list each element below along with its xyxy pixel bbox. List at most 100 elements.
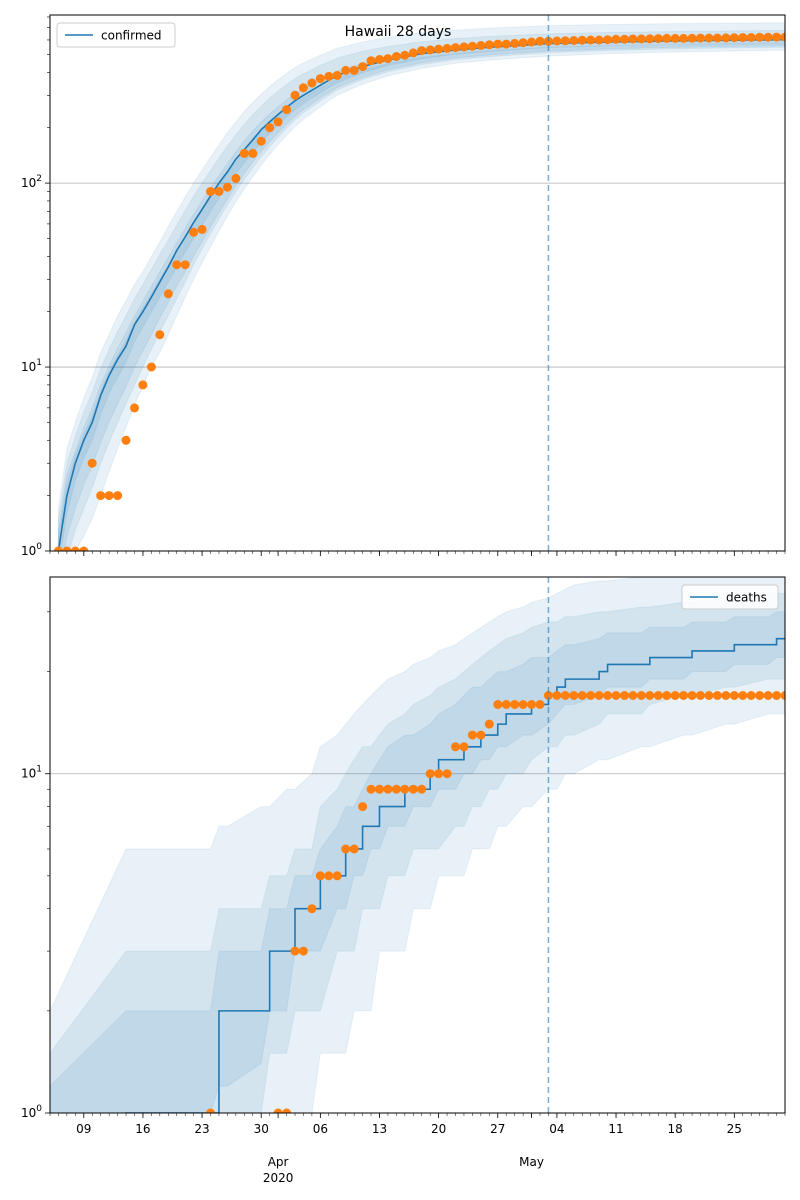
observed-point [282,105,292,115]
observed-point [332,871,342,881]
x-tick-label: 27 [490,1122,505,1136]
observed-point [543,691,553,700]
observed-point [366,784,376,794]
observed-point [417,784,427,794]
observed-point [298,946,308,956]
deaths-panel: 100 101 deaths [21,576,786,1120]
observed-point [408,48,418,58]
observed-point [712,691,722,700]
observed-point [636,34,646,44]
observed-point [662,33,672,43]
observed-point [273,117,283,127]
observed-point [636,691,646,700]
observed-point [704,691,714,700]
observed-point [772,32,782,42]
observed-point [577,35,587,45]
observed-point [163,289,173,299]
observed-point [586,691,596,700]
observed-point [501,39,511,49]
x-tick-label: 23 [194,1122,209,1136]
observed-point [746,33,756,42]
observed-point [375,55,384,64]
legend-label: confirmed [101,29,162,43]
observed-point [180,260,190,270]
observed-point [696,691,705,700]
observed-point [282,1108,292,1113]
observed-point [687,691,697,700]
observed-point [467,41,477,51]
observed-point [417,46,427,56]
observed-point [130,403,139,413]
observed-point [256,136,266,146]
observed-point [501,700,511,709]
observed-point [383,54,393,64]
observed-point [391,52,401,61]
observed-point [400,784,410,794]
observed-point [467,730,477,740]
observed-point [653,34,663,44]
observed-point [687,33,697,43]
observed-point [704,33,714,43]
observed-point [620,34,629,44]
x-year-label: 2020 [263,1171,294,1185]
x-tick-label: 09 [76,1122,91,1136]
y-tick-label: 101 [21,765,42,781]
observed-point [155,330,165,340]
observed-point [349,844,359,854]
observed-point [307,904,317,914]
observed-point [425,45,435,55]
observed-point [358,802,368,812]
uncertainty-band-1 [57,29,785,551]
x-tick-label: 25 [727,1122,742,1136]
observed-point [552,36,562,46]
observed-point [358,62,368,72]
x-tick-label: 16 [135,1122,150,1136]
y-tick-label: 102 [21,174,42,190]
uncertainty-band-0 [50,577,785,1113]
observed-point [746,691,756,700]
observed-point [527,37,537,47]
observed-point [400,50,410,60]
observed-point [712,33,722,43]
observed-point [670,691,680,700]
axes-frame [49,576,786,1114]
observed-point [510,38,520,48]
observed-point [721,691,731,700]
observed-point [763,691,773,700]
observed-point [239,148,249,158]
observed-point [594,691,604,700]
observed-point [349,65,359,75]
y-tick-label: 100 [21,542,42,558]
observed-point [222,182,232,192]
observed-point [780,691,785,700]
observed-point [96,491,106,501]
observed-point [307,78,317,88]
observed-point [138,380,148,390]
observed-point [772,691,782,700]
y-tick-label: 101 [21,358,42,374]
observed-point [611,691,621,700]
observed-point [586,35,596,45]
observed-point [569,691,579,700]
observed-point [560,691,570,700]
observed-point [341,65,351,75]
x-month-label: Apr [268,1155,289,1169]
observed-point [425,769,435,779]
observed-point [113,491,123,501]
plot-area [50,22,785,551]
observed-point [628,34,638,44]
observed-point [628,691,638,700]
x-tick-label: 11 [608,1122,623,1136]
observed-point [172,260,182,270]
observed-point [197,224,207,234]
observed-point [645,691,655,700]
observed-point [527,700,537,709]
observed-point [315,871,325,881]
observed-point [298,83,308,93]
observed-point [518,38,528,48]
observed-point [87,458,97,468]
observed-point [273,1108,283,1113]
observed-point [383,784,393,794]
observed-point [341,844,351,854]
